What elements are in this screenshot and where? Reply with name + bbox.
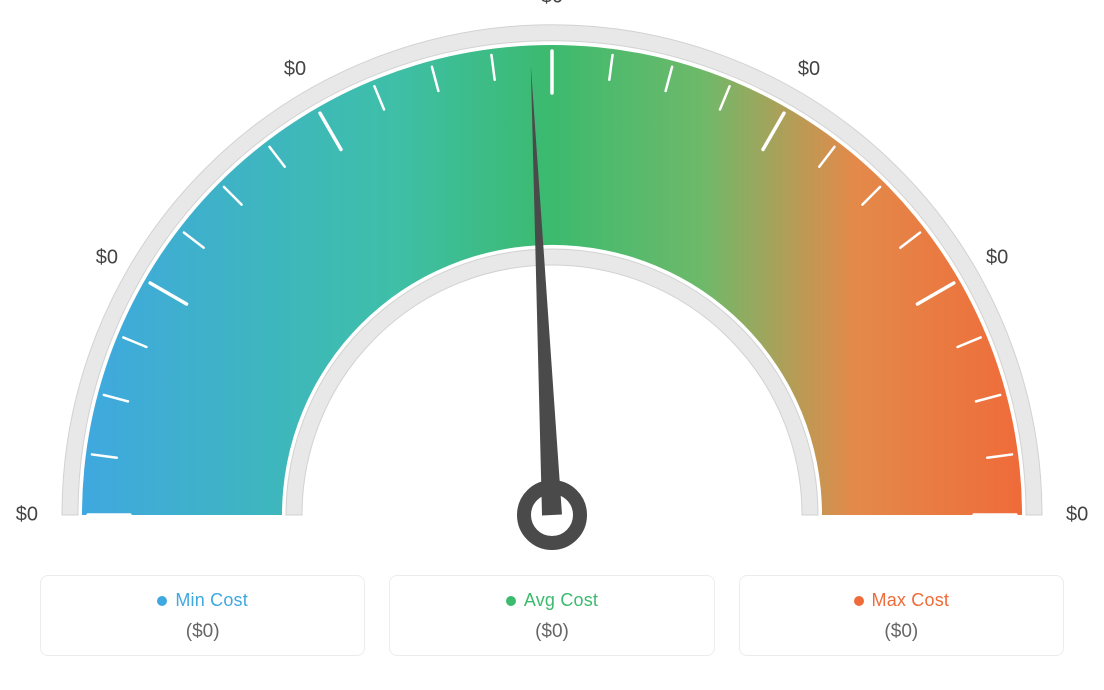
legend-value-max: ($0) bbox=[740, 621, 1063, 643]
legend-card-avg: Avg Cost ($0) bbox=[389, 575, 714, 656]
legend-value-avg: ($0) bbox=[390, 621, 713, 643]
legend-label-avg: Avg Cost bbox=[506, 590, 598, 611]
gauge-chart-container: $0 $0 $0 $0 $0 $0 $0 Min Cost ($0) Avg Cost ($… bbox=[0, 0, 1104, 690]
legend-row: Min Cost ($0) Avg Cost ($0) Max Cost ($0… bbox=[40, 575, 1064, 656]
legend-text-avg: Avg Cost bbox=[524, 590, 598, 611]
svg-text:$0: $0 bbox=[1066, 503, 1088, 525]
legend-dot-min bbox=[157, 596, 167, 606]
legend-card-max: Max Cost ($0) bbox=[739, 575, 1064, 656]
legend-label-max: Max Cost bbox=[854, 590, 950, 611]
gauge-svg: $0 $0 $0 $0 $0 $0 $0 bbox=[0, 0, 1104, 560]
legend-card-min: Min Cost ($0) bbox=[40, 575, 365, 656]
svg-text:$0: $0 bbox=[96, 246, 118, 268]
svg-text:$0: $0 bbox=[284, 58, 306, 80]
svg-text:$0: $0 bbox=[798, 58, 820, 80]
svg-text:$0: $0 bbox=[541, 0, 563, 7]
legend-dot-avg bbox=[506, 596, 516, 606]
svg-text:$0: $0 bbox=[16, 503, 38, 525]
legend-label-min: Min Cost bbox=[157, 590, 248, 611]
legend-text-max: Max Cost bbox=[872, 590, 950, 611]
gauge: $0 $0 $0 $0 $0 $0 $0 bbox=[0, 0, 1104, 560]
legend-value-min: ($0) bbox=[41, 621, 364, 643]
svg-text:$0: $0 bbox=[986, 246, 1008, 268]
legend-dot-max bbox=[854, 596, 864, 606]
legend-text-min: Min Cost bbox=[175, 590, 248, 611]
